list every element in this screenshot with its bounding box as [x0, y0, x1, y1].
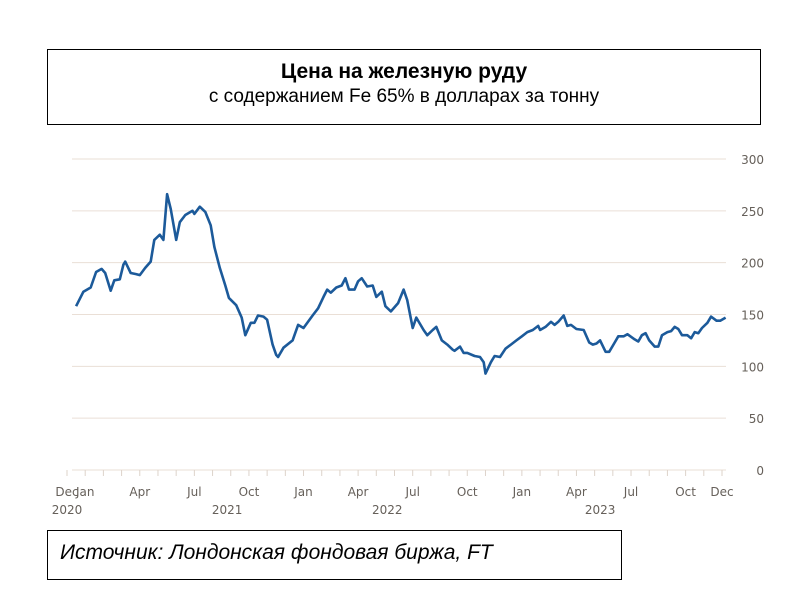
x-tick-label: Apr — [129, 485, 150, 499]
year-label: 2022 — [372, 503, 403, 517]
year-label: 2021 — [212, 503, 243, 517]
x-tick-label: Jul — [623, 485, 638, 499]
y-tick-label: 100 — [741, 360, 764, 374]
x-tick-label: Apr — [348, 485, 369, 499]
year-label: 2023 — [585, 503, 616, 517]
x-tick-label: Jan — [75, 485, 95, 499]
x-tick-label: Jul — [186, 485, 201, 499]
x-tick-label: Oct — [457, 485, 478, 499]
x-tick-label: Dec — [55, 485, 78, 499]
title-box: Цена на железную руду с содержанием Fe 6… — [47, 49, 761, 125]
chart-subtitle: с содержанием Fe 65% в долларах за тонну — [208, 86, 600, 107]
y-tick-label: 150 — [741, 309, 764, 323]
x-tick-label: Jul — [404, 485, 419, 499]
price-series-line — [74, 192, 727, 375]
source-text: Источник: Лондонская фондовая биржа, FT — [60, 541, 493, 564]
x-tick-label: Apr — [566, 485, 587, 499]
y-tick-label: 50 — [749, 412, 764, 426]
y-tick-label: 300 — [741, 153, 764, 167]
year-label: 2020 — [52, 503, 83, 517]
x-tick-label: Jan — [293, 485, 313, 499]
y-tick-label: 200 — [741, 257, 764, 271]
source-box: Источник: Лондонская фондовая биржа, FT — [47, 530, 622, 580]
x-tick-label: Oct — [675, 485, 696, 499]
x-tick-label: Dec — [710, 485, 733, 499]
x-tick-label: Jan — [512, 485, 532, 499]
chart-title: Цена на железную руду — [280, 60, 528, 83]
y-tick-label: 0 — [756, 464, 764, 478]
y-tick-label: 250 — [741, 205, 764, 219]
x-tick-label: Oct — [239, 485, 260, 499]
